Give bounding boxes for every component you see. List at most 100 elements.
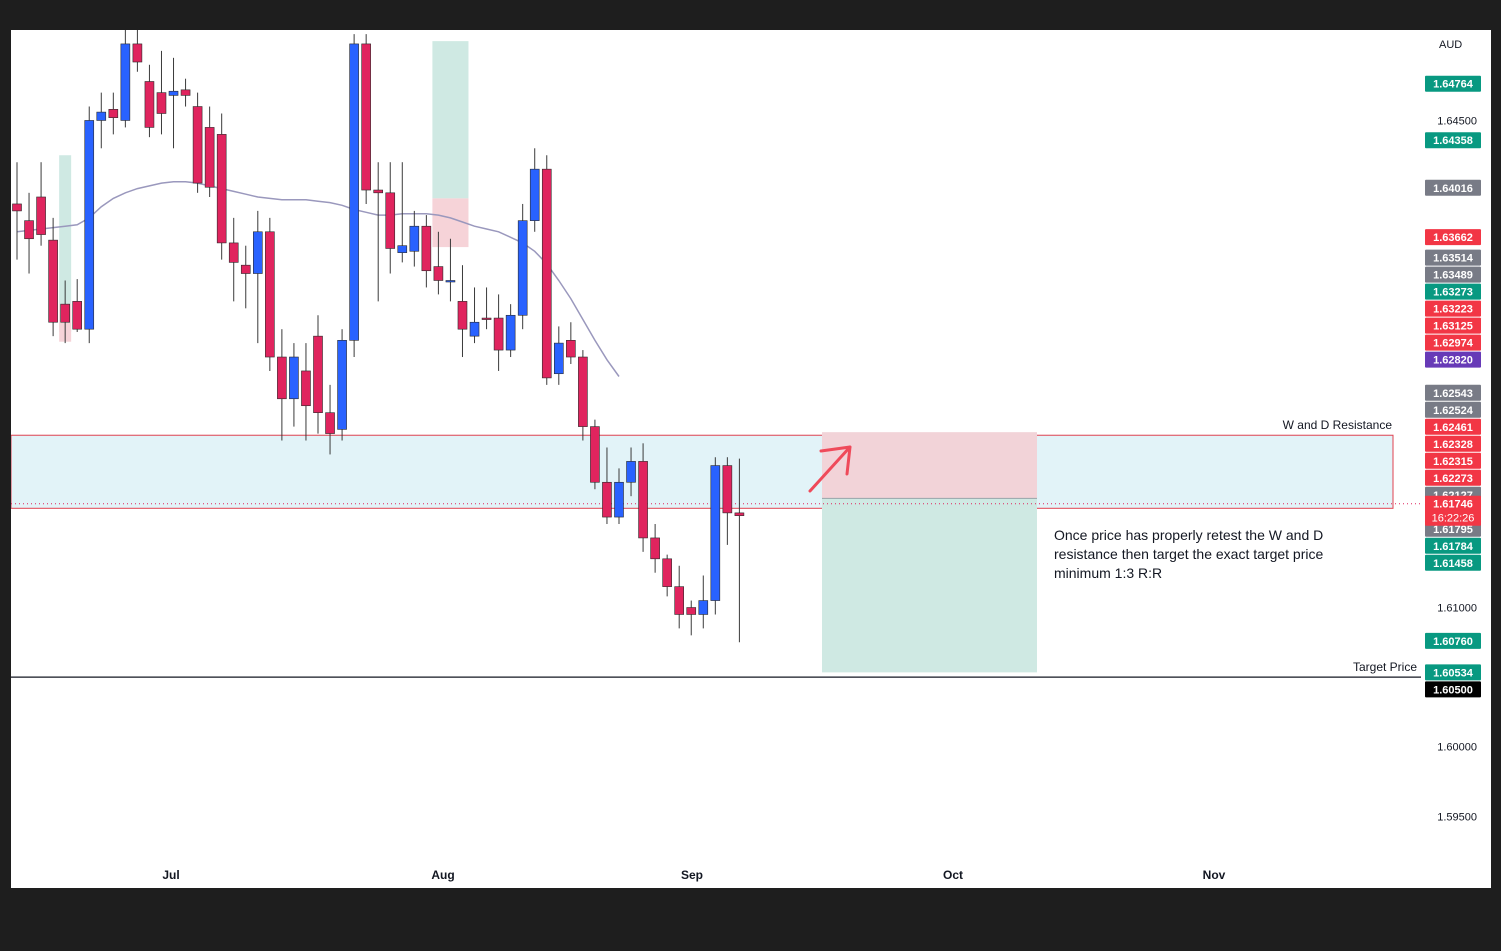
candle-body <box>373 189 384 194</box>
candle-body <box>421 225 432 272</box>
price-label-badge <box>1425 317 1481 334</box>
price-label-text: 1.62524 <box>1433 405 1474 417</box>
candle-body <box>385 192 396 249</box>
price-tick-label: 1.61000 <box>1437 603 1477 615</box>
candle-body <box>289 356 299 400</box>
price-label-badge <box>1425 452 1481 469</box>
price-label-text: 1.60760 <box>1433 636 1473 648</box>
candle-body <box>108 109 119 118</box>
candle-body <box>614 481 624 518</box>
target-price-label: Target Price <box>1353 660 1417 674</box>
candle-body <box>36 196 46 235</box>
candle-body <box>265 231 275 358</box>
history-box <box>59 155 72 332</box>
candle-body <box>541 168 552 379</box>
candle-body <box>349 43 359 341</box>
candle-body <box>710 465 721 601</box>
candle-body <box>132 43 143 63</box>
candle-body <box>60 303 70 323</box>
candle-body <box>469 321 480 337</box>
candle-body <box>156 92 167 114</box>
price-label-badge <box>1425 334 1481 351</box>
price-label-badge <box>1425 554 1481 571</box>
candle-body <box>662 558 672 587</box>
candle-body <box>168 90 179 96</box>
candle-body <box>638 461 648 539</box>
current-price-text: 1.61746 <box>1433 499 1473 511</box>
price-label-badge <box>1425 664 1481 681</box>
candle-body <box>650 537 660 560</box>
candle-body <box>566 340 576 358</box>
price-label-badge <box>1425 418 1481 435</box>
candle-body <box>481 317 492 320</box>
trade-annotation: Once price has properly retest the W and… <box>1054 527 1324 581</box>
candle-body <box>517 220 528 316</box>
candle-body <box>722 465 733 514</box>
candlestick-chart[interactable]: Target Price W and D Resistance AUD 1.64500… <box>11 30 1491 888</box>
candle-body <box>505 314 516 351</box>
price-label-text: 1.63514 <box>1433 253 1474 265</box>
candle-body <box>301 370 311 407</box>
candle-body <box>12 203 22 212</box>
price-label-badge <box>1425 75 1481 92</box>
candle-body <box>24 220 34 240</box>
candle-body <box>48 239 58 323</box>
price-label-text: 1.63489 <box>1433 270 1473 282</box>
candle-body <box>361 43 371 191</box>
price-label-text: 1.63125 <box>1433 321 1473 333</box>
candle-body <box>553 342 564 375</box>
price-label-badge <box>1425 401 1481 418</box>
history-box <box>432 41 469 199</box>
price-label-text: 1.62543 <box>1433 388 1473 400</box>
candle-body <box>253 231 263 274</box>
price-label-text: 1.62820 <box>1433 355 1473 367</box>
candles <box>12 30 745 643</box>
price-label-text: 1.61458 <box>1433 558 1473 570</box>
candle-body <box>216 134 227 244</box>
candle-body <box>433 266 444 281</box>
price-label-badge <box>1425 351 1481 368</box>
time-tick-label: Oct <box>943 868 963 882</box>
price-label-badge <box>1425 435 1481 452</box>
price-label-text: 1.64358 <box>1433 135 1473 147</box>
candle-body <box>493 317 504 351</box>
currency-label: AUD <box>1439 39 1462 51</box>
candle-body <box>674 586 685 615</box>
price-label-text: 1.60534 <box>1433 667 1474 679</box>
price-label-badge <box>1425 179 1481 196</box>
candle-body <box>578 356 588 427</box>
price-label-text: 1.63662 <box>1433 232 1473 244</box>
candle-body <box>734 512 745 516</box>
candle-body <box>457 301 468 330</box>
candle-body <box>180 89 191 96</box>
candle-body <box>397 245 408 253</box>
candle-body <box>686 607 697 615</box>
time-tick-label: Aug <box>431 868 454 882</box>
candle-body <box>337 340 347 430</box>
candle-body <box>144 81 155 128</box>
price-label-badge <box>1425 537 1481 554</box>
candle-body <box>325 412 335 434</box>
candle-body <box>72 301 83 330</box>
price-label-badge <box>1425 266 1481 283</box>
candle-body <box>204 127 215 188</box>
price-label-text: 1.63273 <box>1433 287 1473 299</box>
price-label-badge <box>1425 681 1481 698</box>
chart-frame: Target Price W and D Resistance AUD 1.64500… <box>11 30 1491 888</box>
candle-body <box>84 120 95 330</box>
candle-body <box>192 106 203 184</box>
price-label-text: 1.61784 <box>1433 541 1474 553</box>
price-label-text: 1.64016 <box>1433 183 1473 195</box>
price-label-badge <box>1425 632 1481 649</box>
price-label-text: 1.62315 <box>1433 456 1473 468</box>
price-label-text: 1.62273 <box>1433 473 1473 485</box>
candle-body <box>445 280 456 283</box>
arrow-icon <box>808 445 852 493</box>
resistance-zone <box>11 434 1394 509</box>
resistance-zone-label: W and D Resistance <box>1283 418 1393 432</box>
price-label-text: 1.62974 <box>1433 338 1474 350</box>
price-label-badge <box>1425 283 1481 300</box>
candle-body <box>409 225 420 252</box>
take-profit-box <box>822 498 1037 673</box>
candle-body <box>277 356 287 400</box>
